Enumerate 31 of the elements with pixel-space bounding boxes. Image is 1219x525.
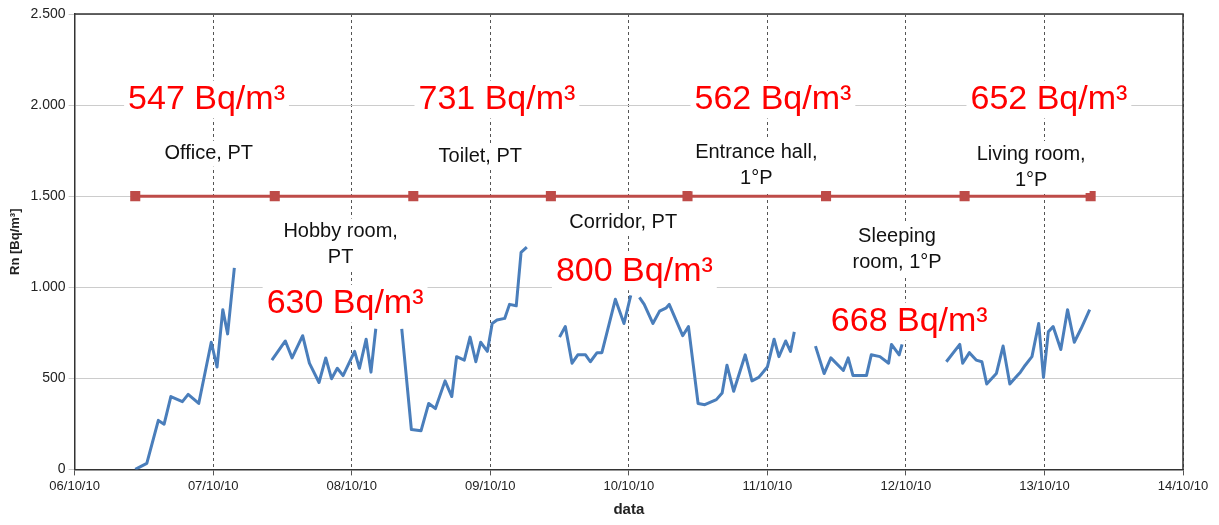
x-tick-label: 08/10/10 xyxy=(326,477,378,493)
y-tick-label: 2.500 xyxy=(30,4,66,21)
x-tick-label: 10/10/10 xyxy=(603,477,655,493)
y-tick-label: 1.500 xyxy=(30,187,66,204)
y-tick-label: 500 xyxy=(42,369,66,386)
annotation: Hobby room, PT xyxy=(283,218,398,267)
y-tick-label: 2.000 xyxy=(30,95,66,112)
annotation: Sleeping room, 1°P xyxy=(852,223,942,272)
x-tick-label: 13/10/10 xyxy=(1019,477,1070,493)
annotation: Office, PT xyxy=(164,141,254,164)
annotation: 562 Bq/m³ xyxy=(694,77,852,116)
y-axis-title: Rn [Bq/m³] xyxy=(7,208,23,275)
y-tick-label: 0 xyxy=(57,460,66,477)
x-tick-label: 11/10/10 xyxy=(742,477,793,493)
x-tick-label: 12/10/10 xyxy=(880,477,932,493)
annotation: 731 Bq/m³ xyxy=(418,77,576,116)
annotation: 547 Bq/m³ xyxy=(128,77,285,116)
x-tick-label: 09/10/10 xyxy=(464,477,516,493)
y-tick-label: 1.000 xyxy=(30,278,66,295)
x-tick-label: 14/10/10 xyxy=(1157,477,1209,493)
annotation: Entrance hall, 1°P xyxy=(695,139,818,188)
x-axis-title: data xyxy=(613,500,645,518)
annotation: Living room, 1°P xyxy=(976,141,1086,190)
annotation: 652 Bq/m³ xyxy=(970,77,1128,116)
annotation: Toilet, PT xyxy=(438,144,522,167)
annotation: 800 Bq/m³ xyxy=(555,249,713,288)
x-tick-label: 07/10/10 xyxy=(187,477,239,493)
annotation: Corridor, PT xyxy=(569,210,678,233)
x-tick-label: 06/10/10 xyxy=(49,477,100,493)
annotation: 630 Bq/m³ xyxy=(266,282,424,321)
annotation: 668 Bq/m³ xyxy=(830,299,988,338)
